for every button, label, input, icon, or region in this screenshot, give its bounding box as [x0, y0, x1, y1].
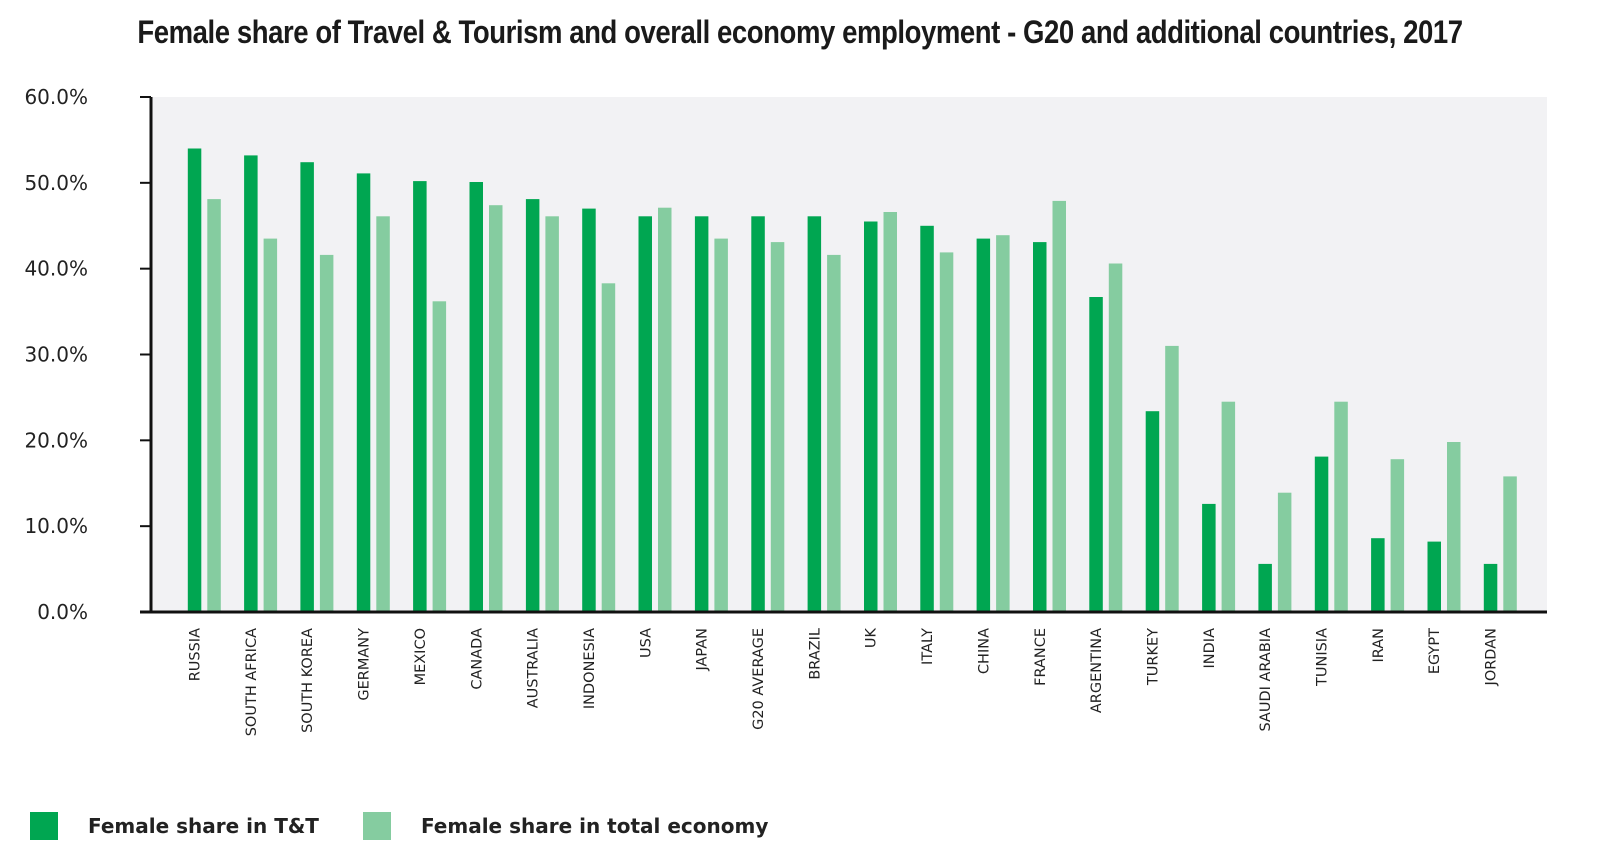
legend-label-tt: Female share in T&T	[88, 814, 319, 838]
bar-tt	[1033, 242, 1047, 612]
bar-total-economy	[1221, 401, 1236, 612]
y-tick-label: 0.0%	[37, 600, 88, 624]
bar-tt	[244, 155, 258, 612]
bar-tt	[356, 173, 371, 612]
x-category-label: G20 AVERAGE	[751, 628, 767, 730]
x-category-label: JAPAN	[695, 628, 711, 672]
x-category-label: SOUTH KOREA	[300, 628, 316, 733]
bar-total-economy	[714, 238, 728, 612]
bar-total-economy	[1390, 459, 1405, 612]
bar-tt	[300, 162, 314, 612]
bar-total-economy	[489, 205, 503, 612]
bar-total-economy	[1277, 492, 1292, 612]
bar-total-economy	[1165, 345, 1179, 612]
bar-tt	[1145, 411, 1160, 612]
y-tick-label: 10.0%	[24, 514, 88, 538]
bar-total-economy	[376, 216, 390, 613]
x-category-label: SOUTH AFRICA	[244, 628, 260, 736]
legend-item-tt: Female share in T&T	[30, 812, 319, 840]
bar-total-economy	[770, 242, 785, 612]
bar-total-economy	[939, 252, 954, 612]
x-category-label: UK	[864, 628, 880, 649]
bar-total-economy	[319, 254, 334, 612]
x-category-label: GERMANY	[357, 628, 373, 701]
y-tick-label: 30.0%	[24, 343, 88, 367]
bar-tt	[920, 225, 934, 613]
x-category-label: INDIA	[1202, 628, 1218, 669]
bar-tt	[1314, 456, 1329, 612]
legend-item-total: Female share in total economy	[362, 812, 769, 840]
x-category-label: TURKEY	[1145, 628, 1161, 686]
y-tick-label: 20.0%	[24, 428, 88, 452]
bar-total-economy	[1503, 476, 1517, 612]
bar-tt	[1371, 538, 1385, 612]
bar-total-economy	[996, 235, 1010, 612]
bar-total-economy	[545, 216, 559, 613]
bar-tt	[638, 216, 652, 613]
x-category-label: MEXICO	[413, 628, 429, 685]
x-category-label: EGYPT	[1427, 628, 1443, 674]
bar-total-economy	[1334, 401, 1348, 612]
x-category-label: SAUDI ARABIA	[1258, 628, 1274, 732]
bar-tt	[1089, 297, 1103, 612]
x-category-label: RUSSIA	[188, 628, 204, 681]
x-category-label: CANADA	[469, 628, 485, 690]
bar-tt	[1202, 503, 1216, 612]
x-category-label: ARGENTINA	[1089, 628, 1105, 713]
bar-total-economy	[1052, 200, 1066, 612]
bar-tt	[1258, 563, 1272, 612]
bar-tt	[864, 221, 878, 612]
x-category-label: INDONESIA	[582, 628, 598, 709]
x-category-label: JORDAN	[1484, 628, 1500, 686]
chart-title: Female share of Travel & Tourism and ove…	[137, 14, 1463, 50]
bar-tt	[469, 182, 483, 612]
bar-total-economy	[658, 207, 672, 612]
x-category-label: TUNISIA	[1315, 628, 1331, 687]
x-category-label: AUSTRALIA	[526, 628, 542, 708]
x-category-label: USA	[638, 628, 654, 658]
bar-tt	[525, 199, 540, 612]
bar-tt	[694, 216, 709, 613]
bar-tt	[187, 148, 202, 612]
x-category-label: FRANCE	[1033, 628, 1049, 686]
bar-tt	[1427, 541, 1441, 612]
bar-tt	[751, 216, 765, 613]
y-tick-label: 40.0%	[24, 257, 88, 281]
bar-chart: 0.0% 10.0% 20.0% 30.0% 40.0% 50.0% 60.0% RUSSI…	[24, 85, 1547, 736]
x-category-label: CHINA	[976, 628, 992, 674]
bar-tt	[413, 181, 427, 612]
bar-total-economy	[1447, 442, 1461, 612]
bar-total-economy	[432, 301, 447, 612]
legend-swatch-total	[362, 812, 391, 840]
x-category-label: IRAN	[1371, 628, 1387, 663]
y-tick-label: 60.0%	[24, 85, 88, 109]
x-category-label: ITALY	[920, 628, 936, 665]
bar-total-economy	[883, 212, 897, 612]
x-category-label: BRAZIL	[807, 628, 823, 680]
bar-total-economy	[263, 238, 278, 612]
legend: Female share in T&T Female share in tota…	[30, 812, 812, 840]
bar-total-economy	[207, 199, 221, 612]
bar-tt	[976, 238, 991, 612]
legend-swatch-tt	[30, 812, 58, 840]
bar-total-economy	[827, 254, 841, 612]
bar-tt	[582, 208, 596, 612]
bar-tt	[807, 216, 822, 613]
bar-total-economy	[1108, 263, 1123, 612]
bar-total-economy	[601, 283, 616, 612]
legend-label-total: Female share in total economy	[420, 814, 769, 838]
bar-tt	[1483, 563, 1498, 612]
y-tick-label: 50.0%	[24, 171, 88, 195]
